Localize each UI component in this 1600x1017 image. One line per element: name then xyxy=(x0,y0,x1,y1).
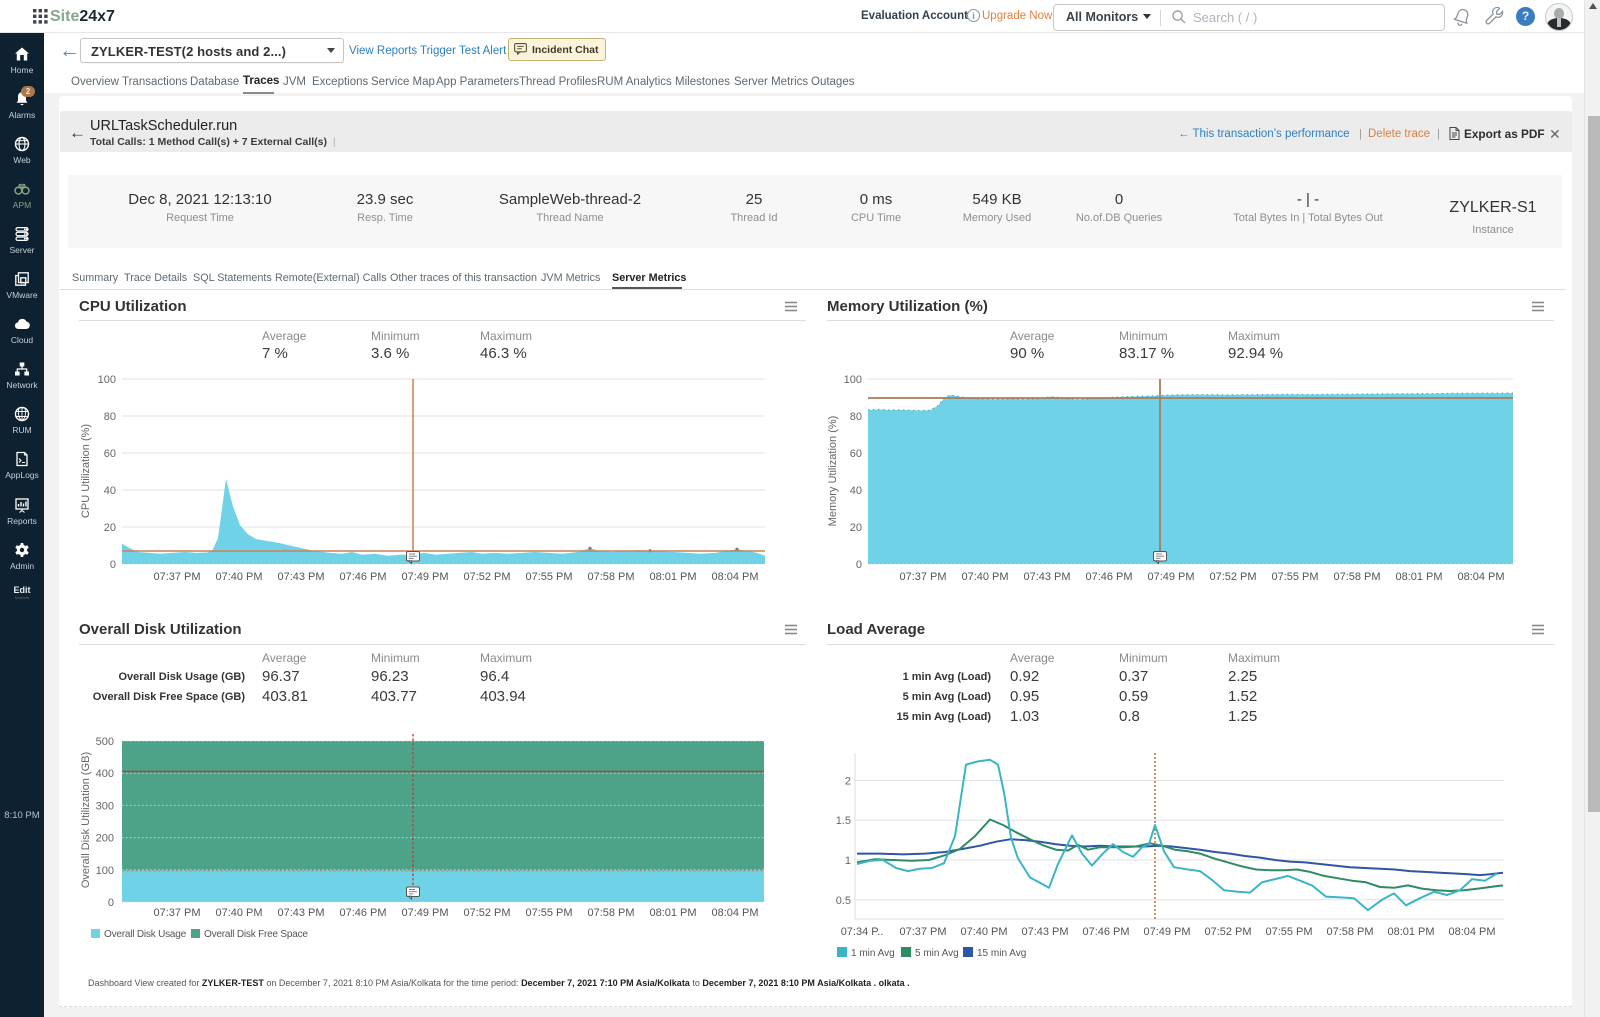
svg-text:40: 40 xyxy=(104,485,116,497)
svg-text:1: 1 xyxy=(845,855,851,867)
svg-text:Overall Disk Free Space: Overall Disk Free Space xyxy=(204,929,308,940)
svg-text:07:43 PM: 07:43 PM xyxy=(277,907,324,919)
svg-text:07:58 PM: 07:58 PM xyxy=(587,907,634,919)
svg-text:07:49 PM: 07:49 PM xyxy=(401,907,448,919)
svg-text:100: 100 xyxy=(98,374,116,386)
svg-text:08:01 PM: 08:01 PM xyxy=(649,571,696,583)
svg-text:07:40 PM: 07:40 PM xyxy=(960,926,1007,938)
svg-text:80: 80 xyxy=(104,411,116,423)
svg-text:Overall Disk Usage: Overall Disk Usage xyxy=(104,929,187,940)
svg-text:Memory Utilization (%): Memory Utilization (%) xyxy=(827,416,839,527)
svg-text:07:55 PM: 07:55 PM xyxy=(525,907,572,919)
svg-text:08:01 PM: 08:01 PM xyxy=(1395,571,1442,583)
svg-text:200: 200 xyxy=(96,833,114,845)
svg-text:07:52 PM: 07:52 PM xyxy=(1204,926,1251,938)
svg-text:2: 2 xyxy=(845,776,851,788)
svg-text:400: 400 xyxy=(96,768,114,780)
svg-text:07:49 PM: 07:49 PM xyxy=(401,571,448,583)
svg-text:07:46 PM: 07:46 PM xyxy=(339,907,386,919)
svg-text:1 min Avg: 1 min Avg xyxy=(851,948,895,959)
svg-text:07:40 PM: 07:40 PM xyxy=(961,571,1008,583)
svg-text:0.5: 0.5 xyxy=(836,895,851,907)
svg-text:07:58 PM: 07:58 PM xyxy=(587,571,634,583)
svg-text:07:40 PM: 07:40 PM xyxy=(215,907,262,919)
svg-text:07:43 PM: 07:43 PM xyxy=(1021,926,1068,938)
svg-text:60: 60 xyxy=(850,448,862,460)
svg-text:07:46 PM: 07:46 PM xyxy=(1085,571,1132,583)
svg-text:08:01 PM: 08:01 PM xyxy=(649,907,696,919)
svg-text:07:46 PM: 07:46 PM xyxy=(1082,926,1129,938)
svg-text:0: 0 xyxy=(856,559,862,571)
svg-text:80: 80 xyxy=(850,411,862,423)
svg-text:07:55 PM: 07:55 PM xyxy=(1271,571,1318,583)
svg-text:07:43 PM: 07:43 PM xyxy=(277,571,324,583)
svg-text:CPU Utilization (%): CPU Utilization (%) xyxy=(80,424,92,518)
svg-text:100: 100 xyxy=(96,865,114,877)
svg-text:08:04 PM: 08:04 PM xyxy=(1448,926,1495,938)
svg-text:100: 100 xyxy=(844,374,862,386)
svg-text:07:58 PM: 07:58 PM xyxy=(1326,926,1373,938)
svg-text:07:49 PM: 07:49 PM xyxy=(1143,926,1190,938)
svg-text:07:52 PM: 07:52 PM xyxy=(463,571,510,583)
svg-text:0: 0 xyxy=(108,897,114,909)
svg-text:1.5: 1.5 xyxy=(836,815,851,827)
svg-text:07:46 PM: 07:46 PM xyxy=(339,571,386,583)
svg-text:500: 500 xyxy=(96,736,114,748)
svg-text:07:37 PM: 07:37 PM xyxy=(153,907,200,919)
svg-text:20: 20 xyxy=(104,522,116,534)
svg-text:300: 300 xyxy=(96,800,114,812)
svg-text:07:55 PM: 07:55 PM xyxy=(525,571,572,583)
svg-text:08:01 PM: 08:01 PM xyxy=(1387,926,1434,938)
svg-text:60: 60 xyxy=(104,448,116,460)
svg-text:07:58 PM: 07:58 PM xyxy=(1333,571,1380,583)
svg-text:07:52 PM: 07:52 PM xyxy=(463,907,510,919)
svg-text:07:55 PM: 07:55 PM xyxy=(1265,926,1312,938)
svg-text:07:52 PM: 07:52 PM xyxy=(1209,571,1256,583)
svg-text:08:04 PM: 08:04 PM xyxy=(1457,571,1504,583)
svg-text:07:40 PM: 07:40 PM xyxy=(215,571,262,583)
svg-text:07:37 PM: 07:37 PM xyxy=(899,926,946,938)
svg-text:07:43 PM: 07:43 PM xyxy=(1023,571,1070,583)
svg-text:07:37 PM: 07:37 PM xyxy=(153,571,200,583)
svg-text:15 min Avg: 15 min Avg xyxy=(977,948,1026,959)
svg-text:40: 40 xyxy=(850,485,862,497)
svg-text:08:04 PM: 08:04 PM xyxy=(711,571,758,583)
svg-text:07:37 PM: 07:37 PM xyxy=(899,571,946,583)
svg-text:5 min Avg: 5 min Avg xyxy=(915,948,959,959)
svg-text:07:34 P..: 07:34 P.. xyxy=(841,926,884,938)
svg-text:08:04 PM: 08:04 PM xyxy=(711,907,758,919)
svg-text:20: 20 xyxy=(850,522,862,534)
svg-text:Overall Disk Utilization (GB): Overall Disk Utilization (GB) xyxy=(80,752,92,888)
svg-text:0: 0 xyxy=(110,559,116,571)
svg-text:07:49 PM: 07:49 PM xyxy=(1147,571,1194,583)
